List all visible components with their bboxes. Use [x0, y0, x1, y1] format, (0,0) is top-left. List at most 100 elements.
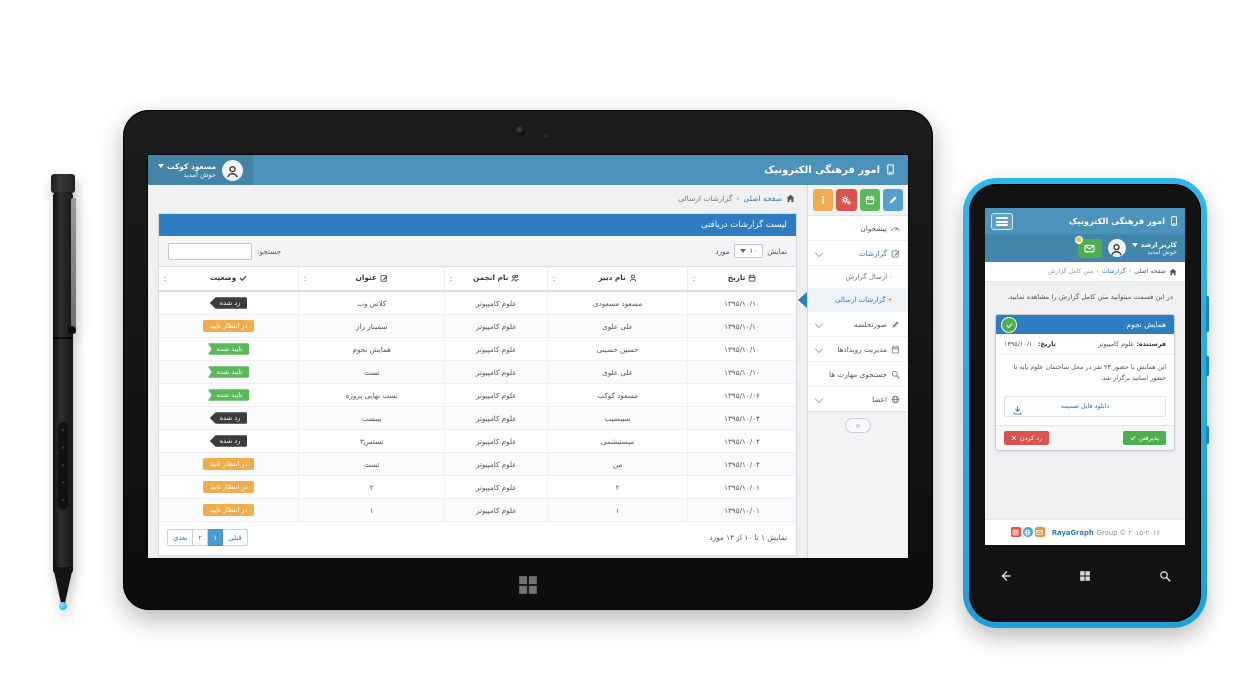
cell-date: ۱۳۹۵/۱۰/۰۶: [687, 383, 796, 407]
column-header[interactable]: نام انجمن: [444, 267, 549, 292]
settings-button[interactable]: [836, 189, 857, 211]
cell-date: ۱۳۹۵/۱۰/۰۴: [687, 406, 796, 430]
cell-secretary[interactable]: علی علوی: [547, 360, 689, 384]
back-nav-button[interactable]: [999, 570, 1011, 582]
instagram-icon[interactable]: [1010, 527, 1021, 538]
sidebar-item[interactable]: ارسال گزارش: [808, 266, 908, 289]
table-row: ۱۳۹۵/۱۰/۰۱ ۲ علوم کامپیوتر ۲ در انتظار تایید: [159, 475, 796, 499]
cell-title[interactable]: تستس۳: [298, 429, 446, 453]
cell-secretary[interactable]: ۲: [547, 475, 689, 499]
page-prev-button[interactable]: قبلی: [222, 529, 248, 546]
breadcrumb-home[interactable]: صفحه اصلی: [743, 193, 782, 203]
sidebar-item[interactable]: گزارشات ارسالی: [798, 289, 908, 312]
pen-body: [53, 192, 73, 574]
cell-title[interactable]: ۱: [298, 498, 446, 522]
reject-button[interactable]: رد کردن: [1004, 430, 1050, 445]
cell-title[interactable]: بیبسب: [298, 406, 446, 430]
cell-status: در انتظار تایید: [159, 475, 300, 499]
cell-status: رد شده: [159, 291, 300, 315]
globe-icon[interactable]: [1022, 527, 1033, 538]
sidebar-collapse-button[interactable]: «: [845, 418, 871, 433]
cell-title[interactable]: سمینار راز: [298, 314, 446, 338]
device-icon: [885, 164, 896, 176]
cell-secretary[interactable]: من: [547, 452, 689, 476]
cell-title[interactable]: تست: [298, 452, 446, 476]
cell-title[interactable]: تست نهایی پروژه: [298, 383, 446, 407]
search-nav-button[interactable]: [1159, 570, 1171, 582]
chevron-down-icon: [814, 319, 824, 329]
sidebar-item[interactable]: گزارشات: [808, 241, 908, 266]
compose-button[interactable]: [882, 189, 903, 211]
events-button[interactable]: [859, 189, 880, 211]
sidebar-item[interactable]: اعضا: [808, 387, 908, 411]
column-header[interactable]: تاریخ: [687, 267, 796, 292]
cell-date: ۱۳۹۵/۱۰/۰۱: [687, 498, 796, 522]
user-icon: [629, 274, 636, 282]
cell-title[interactable]: کلاس وب: [298, 291, 446, 315]
cell-title[interactable]: همایش نجوم: [298, 337, 446, 361]
cell-secretary[interactable]: ۱: [547, 498, 689, 522]
column-header[interactable]: وضعیت: [159, 267, 300, 292]
page-number-button[interactable]: ۲: [192, 529, 209, 546]
cell-status: تایید شده: [159, 360, 300, 384]
accept-button[interactable]: پذیرفتن: [1122, 430, 1166, 445]
status-badge: رد شده: [209, 297, 248, 309]
messages-button[interactable]: [1074, 235, 1102, 258]
pen-tip-cyan: [59, 602, 67, 610]
sidebar-item[interactable]: جستجوی مهارت ها: [808, 362, 908, 387]
unit-label: مورد: [715, 246, 730, 256]
page-next-button[interactable]: بعدی: [167, 529, 194, 546]
breadcrumb: صفحه اصلی › گزارشات › متن کامل گزارش: [985, 262, 1185, 282]
cell-title[interactable]: ۲: [298, 475, 446, 499]
user-menu[interactable]: مسعود کوکب خوش آمدید: [148, 155, 254, 185]
cell-secretary[interactable]: حسین حسینی: [547, 337, 689, 361]
cell-secretary[interactable]: سیبسیب: [547, 406, 689, 430]
cell-title[interactable]: تست: [298, 360, 446, 384]
cell-secretary[interactable]: میسنیشمی: [547, 429, 689, 453]
check-icon: [1130, 434, 1136, 442]
info-button[interactable]: [813, 189, 834, 211]
cell-date: ۱۳۹۵/۱۰/۱۰: [687, 360, 796, 384]
info-icon: [822, 195, 825, 204]
phone-topbar: امور فرهنگی الکترونیک: [985, 208, 1185, 234]
column-header[interactable]: عنوان: [298, 267, 446, 292]
stylus-pen: [45, 174, 81, 610]
search-input[interactable]: [168, 242, 252, 260]
cell-status: در انتظار تایید: [159, 452, 300, 476]
pen-clip: [71, 198, 76, 334]
user-name: مسعود کوکب: [167, 161, 217, 171]
sidebar-item[interactable]: صورتجلسه: [808, 312, 908, 337]
page-size-select[interactable]: ۱۰: [733, 244, 764, 258]
volume-button: [1206, 296, 1209, 332]
back-icon: [1001, 571, 1011, 581]
report-date: تاریخ: ۱۳۹۵/۱۰/۱۰: [1004, 339, 1056, 348]
rayagraph-link[interactable]: RayaGraph: [1051, 528, 1094, 537]
attachment-download-link[interactable]: دانلود فایل ضمیمه: [1004, 395, 1166, 417]
cell-secretary[interactable]: علی علوی: [547, 314, 689, 338]
social-icons: [1010, 527, 1046, 538]
cell-date: ۱۳۹۵/۱۰/۱۰: [687, 314, 796, 338]
column-header[interactable]: نام دبیر: [547, 267, 689, 292]
approved-check-icon: [1001, 316, 1017, 333]
email-icon[interactable]: [1034, 527, 1045, 538]
windows-logo-icon: [517, 574, 539, 596]
hamburger-menu-button[interactable]: [991, 212, 1013, 230]
cell-association: علوم کامپیوتر: [444, 383, 549, 407]
table-row: ۱۳۹۵/۱۰/۱۰ علی علوی علوم کامپیوتر سمینار را…: [159, 314, 796, 338]
envelope-icon: [1084, 241, 1095, 256]
avatar: [1107, 239, 1126, 257]
breadcrumb-home[interactable]: صفحه اصلی: [1134, 268, 1166, 275]
gears-icon: [841, 196, 851, 205]
sidebar-item[interactable]: پیشخوان: [808, 216, 908, 241]
reports-table: تاریخ نام دبیر نام انجمن عنوان وضعیت ۱۳۹۵/۱۰…: [159, 267, 796, 522]
sidebar-item[interactable]: مدیریت رویدادها: [808, 337, 908, 362]
windows-nav-button[interactable]: [1079, 570, 1091, 582]
chevron-down-icon: [739, 249, 746, 253]
page-number-button[interactable]: ۱: [207, 529, 224, 546]
chevron-down-icon: [158, 164, 164, 168]
cell-secretary[interactable]: مسعود مسعودی: [547, 291, 689, 315]
cell-date: ۱۳۹۵/۱۰/۰۴: [687, 429, 796, 453]
breadcrumb-reports[interactable]: گزارشات: [1101, 268, 1126, 275]
cell-secretary[interactable]: مسعود کوکب: [547, 383, 689, 407]
